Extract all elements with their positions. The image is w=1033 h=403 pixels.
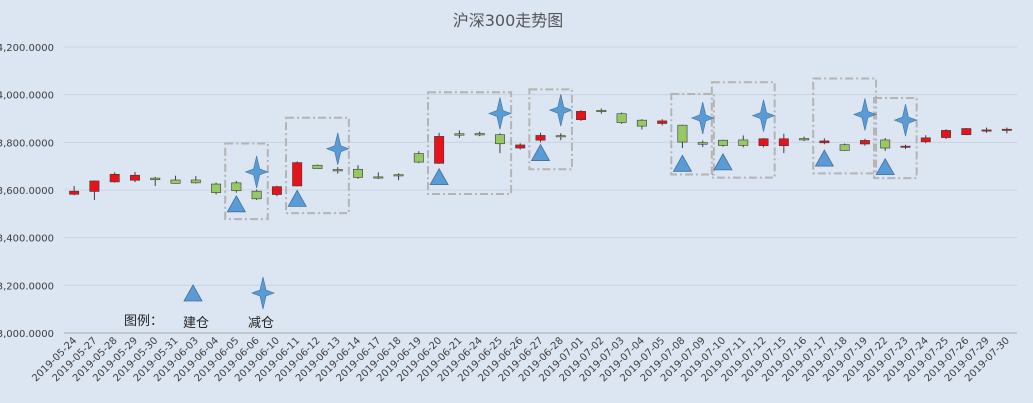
candle-body bbox=[251, 190, 262, 200]
build-position-triangle bbox=[530, 143, 551, 161]
candle-body bbox=[941, 130, 951, 138]
legend-reduce-label: 减仓 bbox=[248, 316, 274, 331]
candle-body bbox=[799, 138, 810, 141]
candle-body bbox=[150, 177, 161, 181]
candle-body bbox=[657, 120, 668, 124]
build-position-triangle bbox=[875, 157, 895, 176]
position-frame bbox=[710, 81, 776, 179]
y-tick-label: 4,000.0000 bbox=[0, 91, 54, 102]
reduce-position-star bbox=[853, 98, 877, 131]
build-position-triangle bbox=[713, 153, 733, 171]
reduce-position-star bbox=[548, 94, 573, 127]
candle-body bbox=[454, 133, 465, 136]
candle-body bbox=[393, 174, 404, 177]
position-frames bbox=[224, 77, 918, 221]
position-frame bbox=[812, 77, 878, 175]
candle-body bbox=[616, 113, 627, 123]
candle-body bbox=[961, 128, 972, 136]
candle-body bbox=[109, 173, 120, 183]
build-position-triangle bbox=[814, 149, 835, 167]
candle-body bbox=[515, 144, 526, 149]
legend-label: 图例： bbox=[124, 314, 163, 329]
candle-body bbox=[819, 140, 830, 144]
candle-body bbox=[738, 139, 749, 146]
x-axis-ticks: 2019-05-242019-05-272019-05-282019-05-29… bbox=[30, 335, 1012, 384]
reduce-position-star bbox=[690, 101, 715, 135]
legend: 图例： 建仓 减仓 bbox=[124, 276, 275, 331]
candle-body bbox=[413, 153, 424, 163]
candle-body bbox=[636, 119, 647, 127]
position-frame bbox=[528, 88, 573, 171]
candle-body bbox=[880, 139, 891, 149]
y-tick-label: 3,200.0000 bbox=[0, 281, 54, 292]
candle-body bbox=[981, 129, 992, 132]
legend-build-label: 建仓 bbox=[183, 316, 209, 331]
candle-body bbox=[1001, 128, 1012, 131]
candle-body bbox=[353, 168, 363, 178]
candle-body bbox=[271, 186, 282, 195]
candle-body bbox=[312, 164, 323, 169]
position-frame bbox=[285, 116, 350, 215]
position-frame bbox=[426, 91, 513, 196]
candle-body bbox=[900, 145, 911, 148]
candle-body bbox=[332, 169, 343, 172]
candle-body bbox=[859, 140, 870, 145]
candle-body bbox=[231, 182, 242, 192]
y-tick-label: 3,400.0000 bbox=[0, 234, 54, 245]
position-frame bbox=[224, 142, 269, 221]
reduce-position-star bbox=[325, 132, 350, 165]
candle-body bbox=[697, 142, 708, 145]
y-tick-label: 3,800.0000 bbox=[0, 138, 54, 149]
candle-body bbox=[292, 162, 303, 187]
candle-body bbox=[69, 190, 80, 195]
candle-body bbox=[758, 138, 769, 146]
candle-body bbox=[576, 111, 587, 120]
candle-body bbox=[89, 180, 100, 192]
candle-body bbox=[434, 136, 445, 164]
candle-body bbox=[130, 174, 140, 181]
candle-body bbox=[373, 176, 384, 179]
candlestick-series bbox=[69, 108, 1012, 201]
candle-body bbox=[596, 110, 607, 112]
candle-body bbox=[170, 179, 181, 184]
trade-markers bbox=[226, 94, 918, 213]
candle-body bbox=[555, 135, 566, 138]
reduce-position-star bbox=[488, 97, 512, 130]
reduce-position-star bbox=[893, 104, 918, 137]
build-position-triangle bbox=[287, 189, 307, 207]
candle-body bbox=[211, 183, 222, 193]
reduce-position-star bbox=[244, 155, 269, 188]
chart-title: 沪深300走势图 bbox=[453, 11, 564, 30]
position-frame bbox=[670, 92, 715, 176]
candle-body bbox=[190, 179, 201, 184]
legend-build-triangle-icon bbox=[183, 284, 203, 302]
legend-reduce-star-icon bbox=[251, 276, 275, 310]
candle-body bbox=[920, 137, 931, 143]
candle-body bbox=[474, 133, 485, 136]
y-tick-label: 3,000.0000 bbox=[0, 329, 54, 340]
candle-body bbox=[718, 139, 728, 146]
candle-body bbox=[535, 135, 546, 141]
y-axis-ticks: 3,000.0000 3,200.0000 3,400.0000 3,600.0000… bbox=[0, 43, 54, 340]
y-tick-label: 3,600.0000 bbox=[0, 186, 54, 197]
candle-body bbox=[778, 138, 789, 146]
build-position-triangle bbox=[672, 154, 693, 172]
reduce-position-star bbox=[751, 99, 776, 132]
build-position-triangle bbox=[429, 167, 449, 186]
candle-body bbox=[677, 124, 688, 143]
candle-body bbox=[839, 144, 850, 151]
candle-body bbox=[494, 134, 505, 145]
position-frame bbox=[873, 97, 918, 180]
y-tick-label: 4,200.0000 bbox=[0, 43, 54, 54]
build-position-triangle bbox=[226, 195, 247, 213]
